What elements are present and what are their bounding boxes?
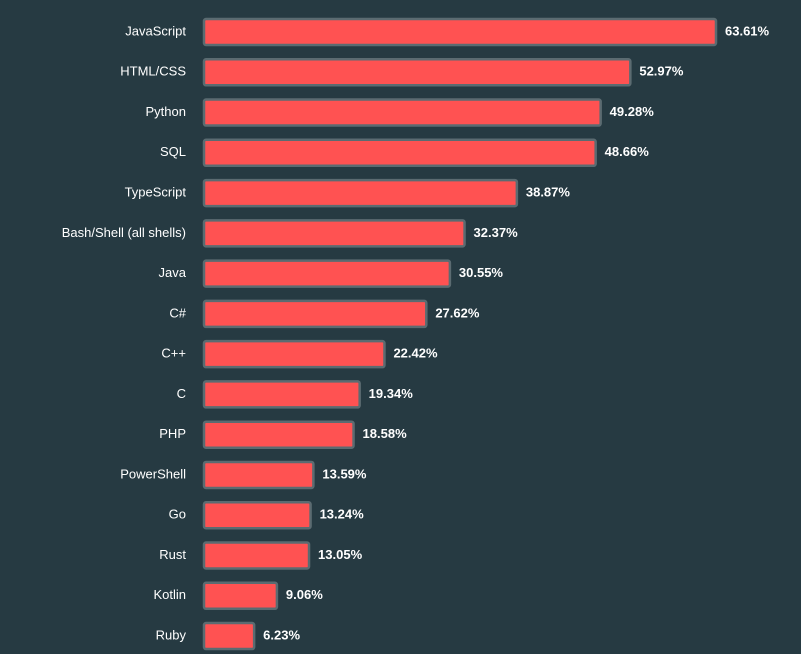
category-label: PowerShell <box>120 466 186 481</box>
value-label: 27.62% <box>435 305 480 320</box>
category-label: Kotlin <box>153 587 186 602</box>
category-label: HTML/CSS <box>120 64 186 79</box>
value-label: 22.42% <box>393 346 438 361</box>
bar <box>202 380 361 409</box>
value-label: 19.34% <box>369 386 414 401</box>
bar <box>202 420 355 449</box>
value-label: 6.23% <box>263 627 300 642</box>
category-label: JavaScript <box>125 23 186 38</box>
category-label: C# <box>169 305 186 320</box>
bar <box>202 339 386 369</box>
value-label: 52.97% <box>639 64 684 79</box>
category-label: Go <box>169 507 186 522</box>
bar <box>202 581 279 611</box>
category-label: Rust <box>159 547 186 562</box>
bar <box>202 460 315 490</box>
category-label: PHP <box>159 426 186 441</box>
bar <box>202 98 602 127</box>
category-label: C <box>177 386 186 401</box>
bar <box>202 219 466 248</box>
category-label: SQL <box>160 144 186 159</box>
bar <box>202 178 519 208</box>
value-label: 18.58% <box>363 426 408 441</box>
value-label: 13.59% <box>322 466 367 481</box>
bar <box>202 541 311 570</box>
value-label: 13.05% <box>318 547 363 562</box>
bar <box>202 621 256 651</box>
category-label: C++ <box>161 346 186 361</box>
bar <box>202 138 597 168</box>
category-label: Bash/Shell (all shells) <box>62 225 186 240</box>
bar <box>202 500 312 530</box>
value-label: 9.06% <box>286 587 323 602</box>
value-label: 30.55% <box>459 265 504 280</box>
value-label: 63.61% <box>725 23 770 38</box>
value-label: 48.66% <box>605 144 650 159</box>
value-label: 49.28% <box>610 104 655 119</box>
category-label: Ruby <box>156 627 187 642</box>
bar <box>202 299 428 329</box>
category-label: Python <box>146 104 186 119</box>
value-label: 32.37% <box>474 225 519 240</box>
bar <box>202 259 452 288</box>
category-label: Java <box>159 265 187 280</box>
value-label: 38.87% <box>526 185 571 200</box>
bar <box>202 58 632 87</box>
value-label: 13.24% <box>320 507 365 522</box>
category-label: TypeScript <box>125 185 187 200</box>
bar <box>202 17 718 47</box>
